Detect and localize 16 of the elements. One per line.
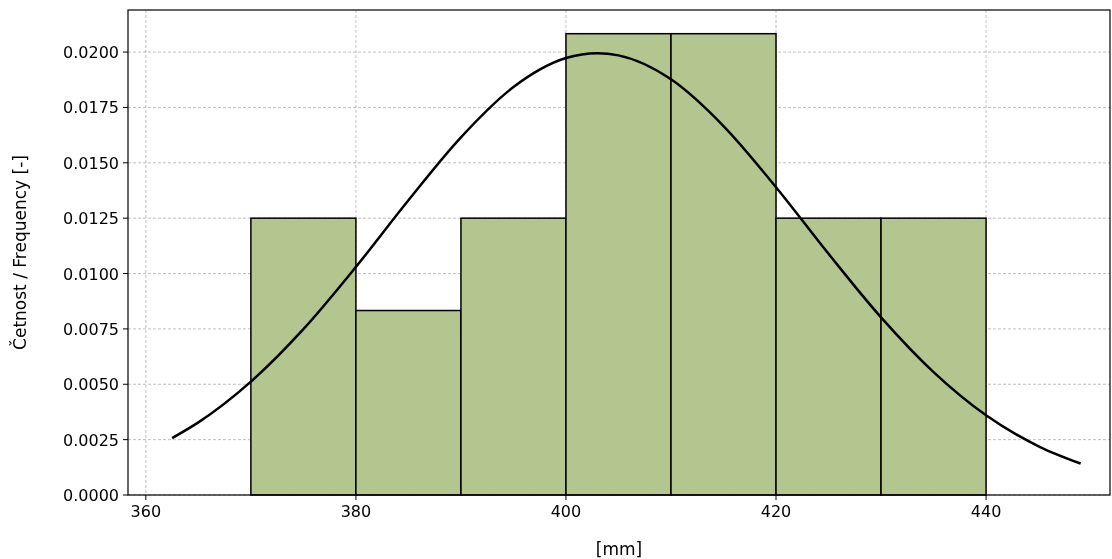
y-tick-label: 0.0100 — [63, 264, 119, 284]
y-tick-label: 0.0175 — [63, 98, 119, 118]
y-axis-title: Četnost / Frequency [-] — [9, 155, 30, 350]
x-tick-label: 400 — [550, 502, 582, 521]
x-tick-label: 440 — [970, 502, 1002, 521]
y-tick-label: 0.0150 — [63, 153, 119, 173]
x-tick-label: 380 — [340, 502, 372, 521]
x-axis-title: [mm] — [595, 539, 643, 559]
y-tick-label: 0.0200 — [63, 43, 119, 63]
y-tick-label: 0.0000 — [63, 486, 119, 505]
y-tick-label: 0.0025 — [63, 430, 119, 450]
y-tick-label: 0.0075 — [63, 319, 119, 339]
y-tick-label: 0.0050 — [63, 375, 119, 395]
x-tick-label: 360 — [130, 502, 162, 521]
y-tick-label: 0.0125 — [63, 209, 119, 229]
x-tick-label: 420 — [760, 502, 792, 521]
